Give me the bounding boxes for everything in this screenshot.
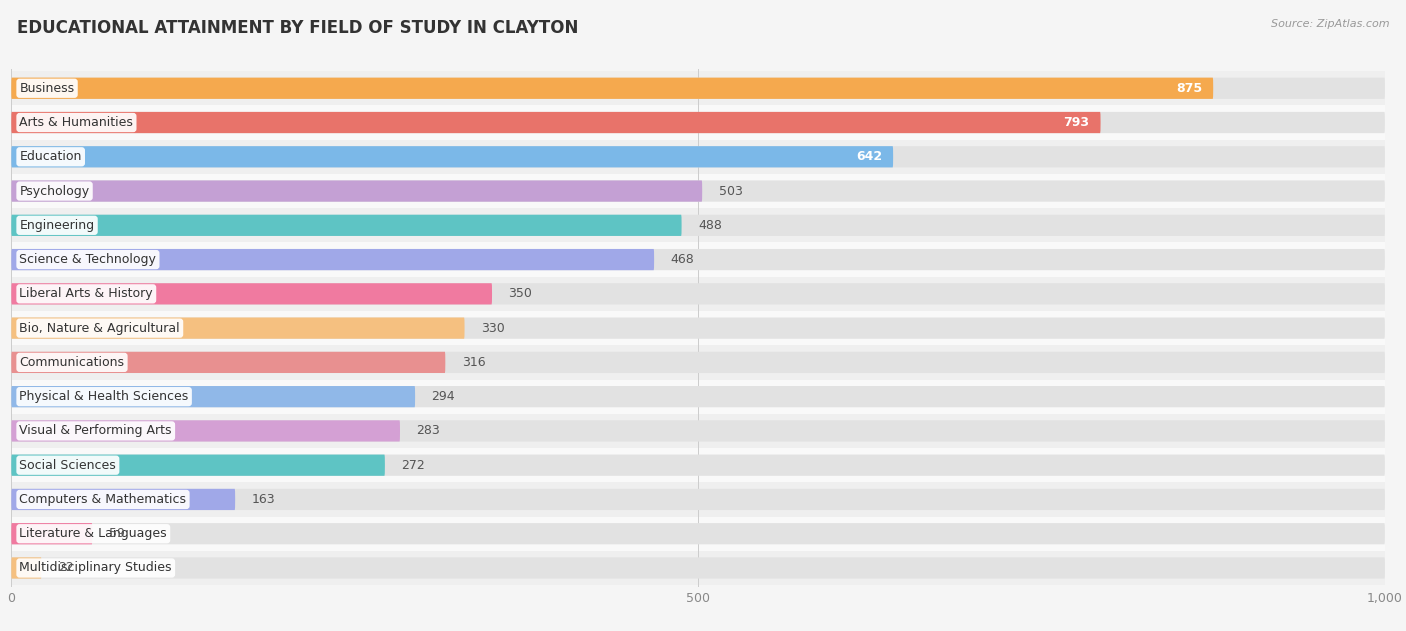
Text: 163: 163 <box>252 493 276 506</box>
FancyBboxPatch shape <box>11 180 702 202</box>
Text: Multidisciplinary Studies: Multidisciplinary Studies <box>20 562 172 574</box>
Text: Education: Education <box>20 150 82 163</box>
Text: 272: 272 <box>401 459 425 472</box>
FancyBboxPatch shape <box>11 215 1385 236</box>
FancyBboxPatch shape <box>11 112 1385 133</box>
FancyBboxPatch shape <box>11 146 893 167</box>
FancyBboxPatch shape <box>11 557 1385 579</box>
FancyBboxPatch shape <box>11 215 682 236</box>
Text: 330: 330 <box>481 322 505 334</box>
Bar <box>11 105 1385 139</box>
Bar <box>11 482 1385 517</box>
FancyBboxPatch shape <box>11 283 492 305</box>
Bar <box>11 139 1385 174</box>
FancyBboxPatch shape <box>11 351 1385 373</box>
Bar <box>11 345 1385 379</box>
Bar <box>11 379 1385 414</box>
Text: Visual & Performing Arts: Visual & Performing Arts <box>20 425 172 437</box>
FancyBboxPatch shape <box>11 78 1213 99</box>
Text: Literature & Languages: Literature & Languages <box>20 528 167 540</box>
Text: Bio, Nature & Agricultural: Bio, Nature & Agricultural <box>20 322 180 334</box>
FancyBboxPatch shape <box>11 523 1385 545</box>
Text: EDUCATIONAL ATTAINMENT BY FIELD OF STUDY IN CLAYTON: EDUCATIONAL ATTAINMENT BY FIELD OF STUDY… <box>17 19 578 37</box>
FancyBboxPatch shape <box>11 386 1385 407</box>
FancyBboxPatch shape <box>11 146 1385 167</box>
Text: Engineering: Engineering <box>20 219 94 232</box>
FancyBboxPatch shape <box>11 180 1385 202</box>
FancyBboxPatch shape <box>11 420 1385 442</box>
Text: Science & Technology: Science & Technology <box>20 253 156 266</box>
Bar <box>11 517 1385 551</box>
FancyBboxPatch shape <box>11 78 1385 99</box>
Text: 642: 642 <box>856 150 882 163</box>
Bar <box>11 311 1385 345</box>
Text: 283: 283 <box>416 425 440 437</box>
Text: 793: 793 <box>1063 116 1090 129</box>
Text: Social Sciences: Social Sciences <box>20 459 117 472</box>
Text: Business: Business <box>20 82 75 95</box>
Text: Physical & Health Sciences: Physical & Health Sciences <box>20 390 188 403</box>
FancyBboxPatch shape <box>11 523 93 545</box>
Bar <box>11 414 1385 448</box>
Text: Liberal Arts & History: Liberal Arts & History <box>20 287 153 300</box>
FancyBboxPatch shape <box>11 112 1101 133</box>
FancyBboxPatch shape <box>11 351 446 373</box>
Bar <box>11 551 1385 585</box>
FancyBboxPatch shape <box>11 489 1385 510</box>
FancyBboxPatch shape <box>11 386 415 407</box>
Bar <box>11 71 1385 105</box>
Bar <box>11 448 1385 482</box>
Text: 22: 22 <box>58 562 73 574</box>
FancyBboxPatch shape <box>11 317 1385 339</box>
Text: 503: 503 <box>718 184 742 198</box>
Text: Source: ZipAtlas.com: Source: ZipAtlas.com <box>1271 19 1389 29</box>
Bar <box>11 277 1385 311</box>
FancyBboxPatch shape <box>11 489 235 510</box>
Text: 350: 350 <box>509 287 533 300</box>
Text: Arts & Humanities: Arts & Humanities <box>20 116 134 129</box>
Text: Communications: Communications <box>20 356 125 369</box>
Text: 468: 468 <box>671 253 695 266</box>
FancyBboxPatch shape <box>11 420 399 442</box>
Bar <box>11 242 1385 277</box>
FancyBboxPatch shape <box>11 249 1385 270</box>
Bar <box>11 208 1385 242</box>
Text: Psychology: Psychology <box>20 184 90 198</box>
Text: 875: 875 <box>1175 82 1202 95</box>
Text: 294: 294 <box>432 390 456 403</box>
FancyBboxPatch shape <box>11 317 464 339</box>
FancyBboxPatch shape <box>11 557 41 579</box>
FancyBboxPatch shape <box>11 454 1385 476</box>
Text: 59: 59 <box>108 528 125 540</box>
Text: 316: 316 <box>461 356 485 369</box>
FancyBboxPatch shape <box>11 283 1385 305</box>
Text: Computers & Mathematics: Computers & Mathematics <box>20 493 187 506</box>
FancyBboxPatch shape <box>11 249 654 270</box>
Text: 488: 488 <box>699 219 721 232</box>
FancyBboxPatch shape <box>11 454 385 476</box>
Bar <box>11 174 1385 208</box>
